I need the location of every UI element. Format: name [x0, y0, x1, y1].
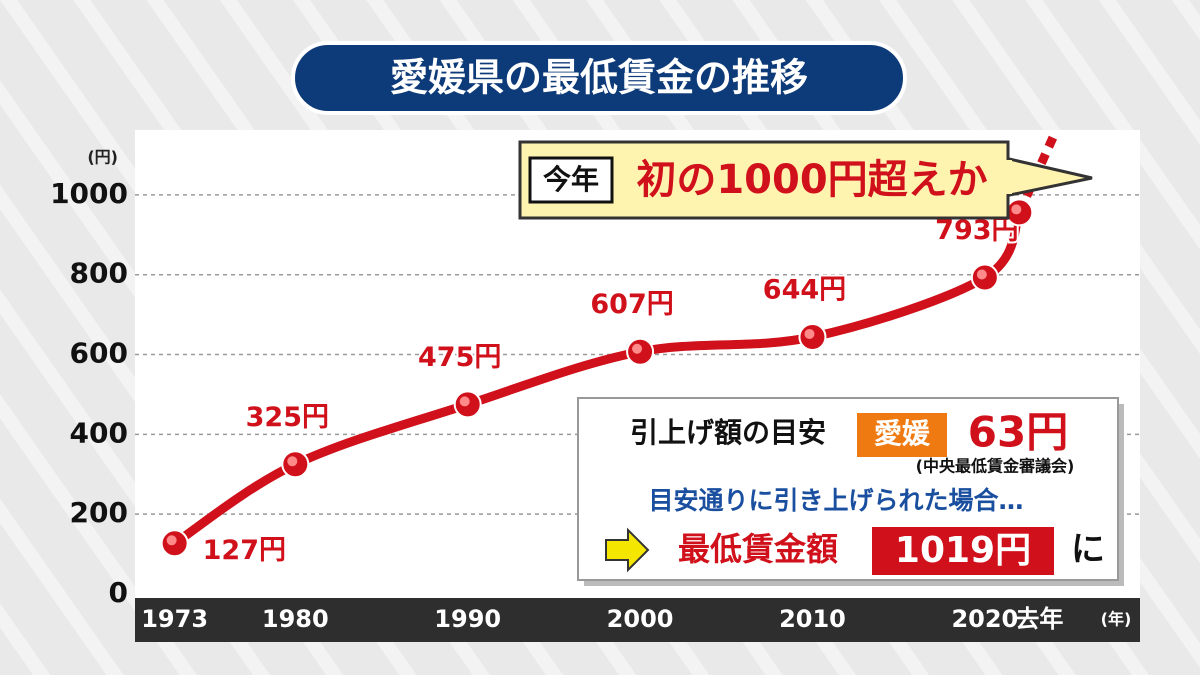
value-label: 325円: [246, 402, 329, 433]
callout: 今年 初の1000円超えか: [518, 140, 1093, 220]
value-label: 127円: [203, 535, 286, 566]
point-highlight: [632, 343, 643, 354]
result-label: 最低賃金額: [678, 530, 838, 568]
x-axis-bar: [135, 598, 1140, 642]
y-tick-label: 1000: [50, 177, 128, 210]
value-label: 475円: [418, 342, 501, 373]
guide-region: 愛媛: [874, 417, 931, 450]
x-unit: (年): [1101, 610, 1132, 629]
chart-title: 愛媛県の最低賃金の推移: [390, 56, 808, 100]
value-label: 644円: [763, 274, 846, 305]
x-tick-label: 2000: [607, 605, 674, 633]
result-suffix: に: [1071, 530, 1105, 570]
x-tick-label: 去年: [1015, 605, 1063, 633]
point-highlight: [1011, 204, 1022, 215]
guide-amount: 63円: [968, 408, 1068, 457]
region-box: [857, 413, 947, 457]
point-highlight: [287, 456, 298, 467]
x-tick-label: 1990: [434, 605, 501, 633]
callout-tag-box: [528, 156, 614, 204]
scenario: 目安通りに引き上げられた場合…: [648, 486, 1023, 515]
point-highlight: [166, 535, 177, 546]
y-tick-label: 400: [70, 416, 128, 449]
result-box: [872, 527, 1054, 575]
y-tick-label: 0: [109, 576, 128, 609]
x-tick-label: 1973: [141, 605, 208, 633]
title-banner: 愛媛県の最低賃金の推移: [291, 41, 907, 115]
title-pill: [291, 41, 907, 115]
y-tick-label: 600: [70, 337, 128, 370]
y-tick-label: 200: [70, 496, 128, 529]
guide-source: (中央最低賃金審議会): [916, 457, 1075, 476]
x-tick-label: 1980: [262, 605, 329, 633]
y-unit: (円): [87, 148, 118, 167]
value-label: 607円: [590, 289, 673, 320]
arrow-icon: [605, 527, 650, 573]
point-highlight: [804, 328, 815, 339]
point-highlight: [976, 269, 987, 280]
info-box: 引上げ額の目安 愛媛 63円 (中央最低賃金審議会) 目安通りに引き上げられた場…: [577, 397, 1124, 586]
callout-joint: [1000, 160, 1012, 194]
callout-text: 初の1000円超えか: [636, 157, 987, 203]
guide-label: 引上げ額の目安: [630, 416, 826, 449]
x-tick-label: 2010: [779, 605, 846, 633]
callout-tag: 今年: [543, 163, 599, 196]
x-tick-label: 2020: [951, 605, 1018, 633]
y-tick-label: 800: [70, 257, 128, 290]
result-amount: 1019円: [895, 530, 1031, 571]
value-label: 793円: [935, 215, 1018, 246]
grid: 0 200 400 600 800 1000 1973 1980 1990 2000 2010 202…: [50, 177, 1140, 633]
point-highlight: [459, 396, 470, 407]
